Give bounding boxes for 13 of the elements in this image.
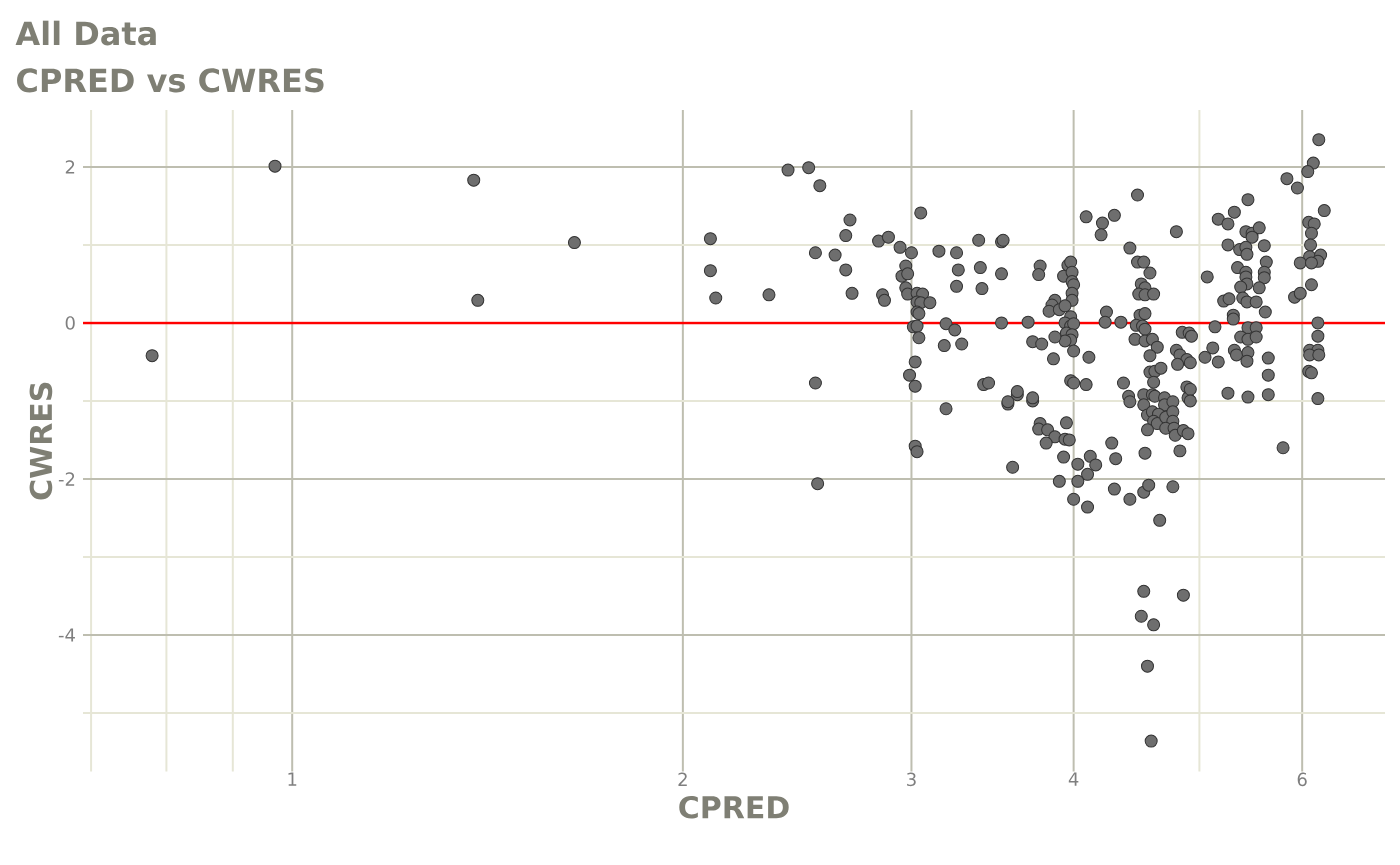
y-tick-label: 2 xyxy=(65,160,75,174)
x-axis-title: CPRED xyxy=(679,795,789,819)
y-axis-title: CWRES xyxy=(29,382,53,500)
x-tick-label: 3 xyxy=(907,772,916,787)
x-tick-label: 6 xyxy=(1297,772,1307,787)
y-tick-label: -2 xyxy=(58,472,75,486)
y-tick-label: -4 xyxy=(58,628,75,642)
x-tick-label: 1 xyxy=(288,772,297,786)
y-tick-label: 0 xyxy=(65,316,75,330)
chart-title: All Data xyxy=(15,20,156,46)
chart-subtitle: CPRED vs CWRES xyxy=(17,68,324,93)
x-tick-label: 4 xyxy=(1068,772,1079,786)
x-tick-label: 2 xyxy=(678,772,687,786)
